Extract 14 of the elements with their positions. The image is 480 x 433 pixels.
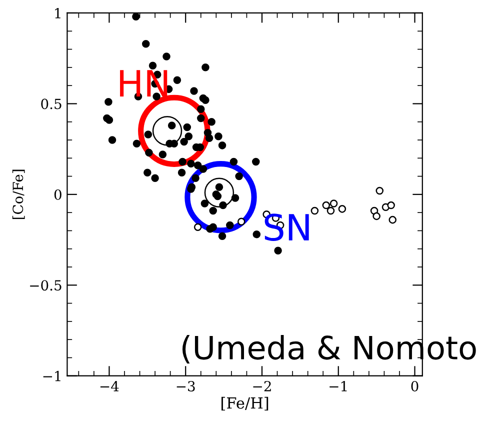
annotation: SN xyxy=(264,214,309,241)
y-tick-label: −0.5 xyxy=(30,280,62,291)
y-tick-label: 0.5 xyxy=(41,98,62,110)
x-tick-label: −3 xyxy=(176,380,195,392)
x-axis-title: [Fe/H] xyxy=(222,396,268,411)
x-tick-label: 0 xyxy=(411,380,418,392)
annotation: HN xyxy=(120,70,168,96)
x-tick-label: −4 xyxy=(100,380,119,392)
y-tick-label: 1 xyxy=(55,8,60,18)
x-tick-label: −2 xyxy=(253,380,271,392)
x-tick-label: −1 xyxy=(330,380,347,392)
y-tick-label: 0 xyxy=(54,189,62,200)
y-tick-label: −1 xyxy=(43,370,60,382)
y-axis-title: [Co/Fe] xyxy=(12,170,25,220)
